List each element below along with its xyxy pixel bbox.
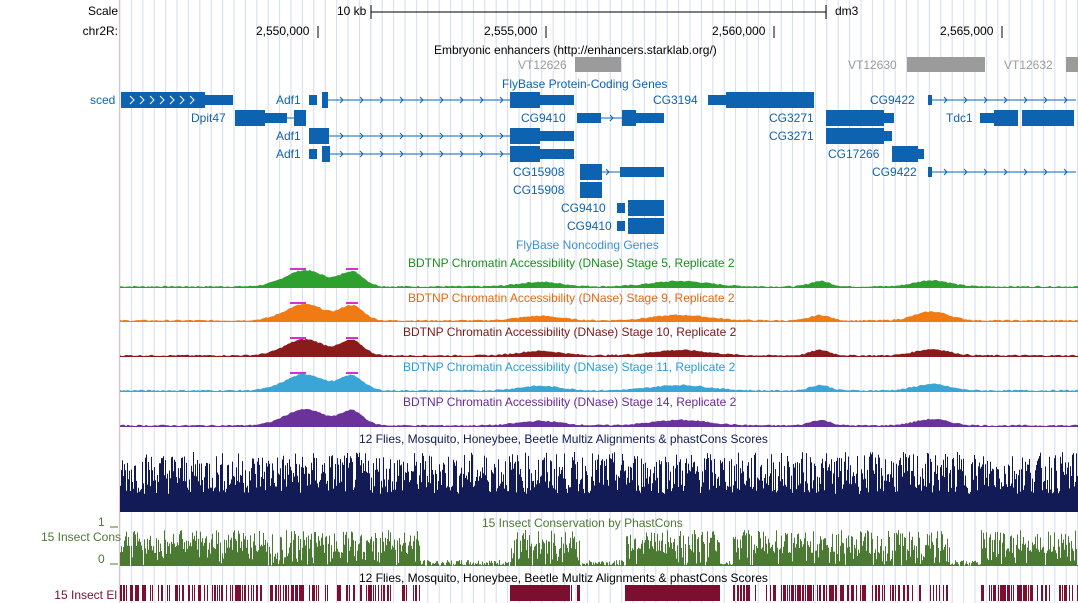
- dnase-stage11-signal[interactable]: [120, 370, 1078, 392]
- gene-label-adf1[interactable]: Adf1: [276, 93, 301, 107]
- ruler-tick-label: 2,565,000: [940, 24, 994, 38]
- gene-label-cg3194[interactable]: CG3194: [653, 93, 698, 107]
- gene-label-cg9422[interactable]: CG9422: [870, 93, 915, 107]
- phastcons-signal[interactable]: [120, 528, 1078, 566]
- enhancers-track-title[interactable]: Embryonic enhancers (http://enhancers.st…: [434, 43, 717, 57]
- multiz-bars: [120, 452, 1078, 512]
- gene-label-dpit47[interactable]: Dpit47: [191, 111, 226, 125]
- gene-label-cg9410[interactable]: CG9410: [521, 111, 566, 125]
- dnase-stage10-title[interactable]: BDTNP Chromatin Accessibility (DNase) St…: [403, 325, 737, 339]
- gene-label-sced[interactable]: sced: [90, 93, 116, 107]
- assembly-label: dm3: [835, 4, 859, 18]
- multiz-conservation-signal[interactable]: [120, 448, 1078, 512]
- phastcons-bars: [120, 530, 1078, 566]
- clipped-peak-marker: [290, 372, 306, 374]
- phastcons-track-title[interactable]: 15 Insect Conservation by PhastCons: [482, 516, 683, 530]
- scale-bar: [370, 5, 827, 19]
- elements-track-label[interactable]: 15 Insect El: [54, 588, 117, 602]
- strand-chevron-icons: [339, 96, 1068, 176]
- enhancer-feature[interactable]: [575, 57, 621, 72]
- genes-track-title[interactable]: FlyBase Protein-Coding Genes: [502, 77, 668, 91]
- ruler-tick-label: 2,550,000: [256, 24, 310, 38]
- ruler-ticks: [317, 26, 1003, 38]
- clipped-peak-marker: [346, 268, 358, 270]
- clipped-peak-marker: [290, 337, 306, 339]
- gene-label-cg9410[interactable]: CG9410: [561, 201, 606, 215]
- gene-label-cg17266[interactable]: CG17266: [828, 147, 880, 161]
- ruler-tick-label: 2,555,000: [484, 24, 538, 38]
- scale-label: Scale: [87, 4, 118, 18]
- clipped-peak-marker: [346, 372, 358, 374]
- phastcons-axis-max: 1: [98, 515, 105, 529]
- clipped-peak-marker: [346, 302, 358, 304]
- scale-bar-label: 10 kb: [337, 4, 367, 18]
- strand-arrows-icon: [129, 95, 195, 105]
- gene-label-cg3271[interactable]: CG3271: [769, 111, 814, 125]
- dnase-signal-area: [120, 409, 1078, 427]
- noncoding-track-title[interactable]: FlyBase Noncoding Genes: [516, 238, 659, 252]
- enhancer-feature[interactable]: [1066, 57, 1078, 72]
- dnase-stage5-title[interactable]: BDTNP Chromatin Accessibility (DNase) St…: [408, 256, 735, 270]
- gene-label-cg3271[interactable]: CG3271: [769, 129, 814, 143]
- dnase-stage11-title[interactable]: BDTNP Chromatin Accessibility (DNase) St…: [403, 360, 736, 374]
- dnase-stage9-title[interactable]: BDTNP Chromatin Accessibility (DNase) St…: [408, 291, 735, 305]
- conserved-element-bars: [120, 585, 1078, 601]
- dnase-signal-area: [120, 304, 1078, 322]
- enhancer-label[interactable]: VT12626: [518, 58, 567, 72]
- clipped-peak-marker: [290, 268, 306, 270]
- dnase-stage10-signal[interactable]: [120, 335, 1078, 357]
- gene-label-cg9410[interactable]: CG9410: [567, 219, 612, 233]
- phastcons-axis-ticks: [110, 526, 118, 565]
- gene-label-adf1[interactable]: Adf1: [276, 147, 301, 161]
- left-edge-line: [119, 0, 120, 603]
- conserved-elements[interactable]: [120, 585, 1078, 603]
- dnase-signal-area: [120, 270, 1078, 288]
- enhancer-label[interactable]: VT12630: [848, 58, 897, 72]
- chrom-label: chr2R:: [82, 24, 118, 38]
- phastcons-axis-min: 0: [98, 552, 105, 566]
- dnase-signal-area: [120, 339, 1078, 357]
- enhancer-label[interactable]: VT12632: [1004, 58, 1053, 72]
- ruler-tick-label: 2,560,000: [712, 24, 766, 38]
- clipped-peak-marker: [346, 337, 358, 339]
- enhancer-feature[interactable]: [907, 57, 985, 72]
- dnase-stage9-signal[interactable]: [120, 300, 1078, 322]
- clipped-peak-marker: [290, 302, 306, 304]
- dnase-stage14-signal[interactable]: [120, 405, 1078, 427]
- gene-label-cg9422[interactable]: CG9422: [872, 165, 917, 179]
- gene-label-cg15908[interactable]: CG15908: [513, 165, 565, 179]
- dnase-stage5-signal[interactable]: [120, 266, 1078, 288]
- gene-label-tdc1[interactable]: Tdc1: [946, 111, 973, 125]
- dnase-signal-area: [120, 374, 1078, 392]
- gene-label-cg15908[interactable]: CG15908: [513, 183, 565, 197]
- dnase-stage14-title[interactable]: BDTNP Chromatin Accessibility (DNase) St…: [403, 395, 737, 409]
- gene-label-adf1[interactable]: Adf1: [276, 129, 301, 143]
- multiz-track-title[interactable]: 12 Flies, Mosquito, Honeybee, Beetle Mul…: [359, 432, 768, 446]
- phastcons-track-label[interactable]: 15 Insect Cons: [40, 530, 121, 544]
- gene-models[interactable]: [0, 0, 1078, 250]
- multiz-track-title-2[interactable]: 12 Flies, Mosquito, Honeybee, Beetle Mul…: [359, 571, 768, 585]
